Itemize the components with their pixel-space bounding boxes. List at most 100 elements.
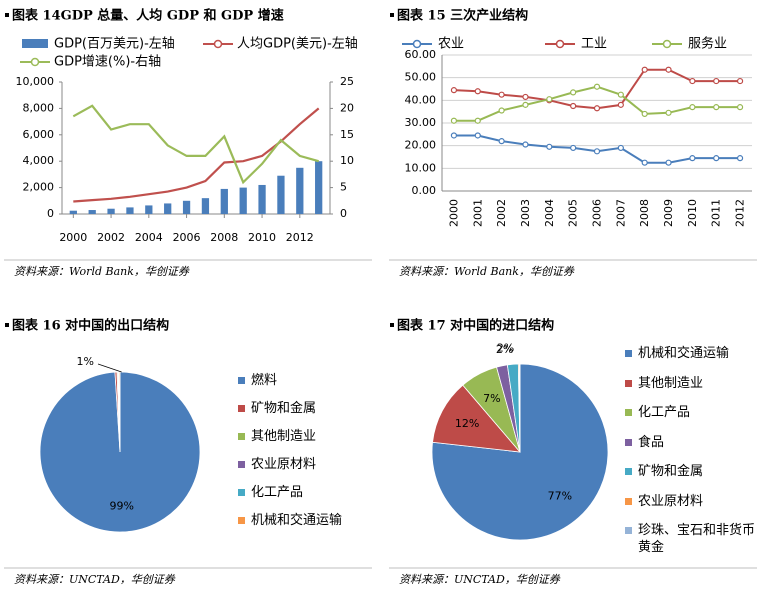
legend-label: 燃料 — [251, 373, 278, 388]
point — [474, 117, 481, 124]
legend-item: 机械和交通运输 — [625, 345, 756, 362]
legend-item: 农业原材料 — [238, 456, 369, 473]
bar — [69, 210, 77, 214]
y-tick-label: 4,000 — [23, 154, 55, 167]
point — [450, 132, 458, 139]
point — [617, 91, 624, 98]
point — [713, 155, 720, 162]
legend-label: 化工产品 — [251, 485, 304, 500]
legend-swatch — [625, 438, 632, 446]
point — [593, 83, 601, 90]
data-label: 7% — [483, 392, 500, 405]
point — [641, 66, 648, 73]
point — [522, 141, 529, 148]
y2-tick-label: 5 — [340, 181, 347, 194]
x-tick-label: 2012 — [734, 199, 747, 227]
point — [713, 77, 720, 85]
data-label: 2% — [496, 343, 513, 356]
x-tick-label: 2004 — [543, 199, 556, 227]
point — [498, 91, 505, 98]
x-tick-label: 2010 — [248, 231, 276, 244]
x-tick-label: 2009 — [662, 199, 675, 227]
pie-slice — [118, 371, 121, 453]
x-tick-label: 2002 — [495, 199, 508, 227]
legend-swatch — [625, 379, 632, 387]
title-bullet — [390, 13, 394, 17]
bar — [239, 187, 247, 214]
y2-tick-label: 0 — [340, 207, 347, 220]
legend-label: 矿物和金属 — [638, 464, 704, 479]
point — [665, 109, 672, 116]
pie-slice — [432, 384, 521, 453]
point — [570, 144, 577, 152]
source-note: 资料来源：World Bank，华创证券 — [399, 265, 575, 278]
legend-swatch — [238, 517, 245, 524]
legend-swatch — [625, 350, 632, 357]
legend-swatch — [625, 497, 632, 505]
leader-line — [97, 363, 122, 373]
chart-title: 图表 14GDP 总量、人均 GDP 和 GDP 增速 — [12, 8, 284, 24]
y2-tick-label: 15 — [340, 128, 354, 141]
y-tick-label: 0.00 — [412, 184, 437, 197]
legend-label: 农业原材料 — [638, 493, 704, 509]
point — [689, 77, 696, 85]
line — [453, 85, 741, 122]
point — [736, 104, 744, 111]
point — [522, 101, 529, 108]
point — [665, 66, 672, 73]
legend-item: 其他制造业 — [238, 428, 369, 445]
legend-swatch — [238, 489, 245, 496]
legend-item: 机械和交通运输 — [238, 512, 369, 529]
bar — [258, 184, 266, 214]
legend-marker — [555, 39, 565, 49]
legend-label: 服务业 — [688, 36, 727, 52]
y-tick-label: 10,000 — [16, 75, 55, 88]
title-bullet — [5, 13, 9, 17]
point — [474, 88, 481, 95]
legend-label: 其他制造业 — [638, 375, 704, 391]
source-note: 资料来源：UNCTAD，华创证券 — [399, 573, 561, 586]
y-tick-label: 60.00 — [405, 48, 437, 61]
legend-swatch — [238, 377, 245, 384]
point — [617, 101, 624, 108]
data-label: 77% — [548, 490, 572, 503]
legend-label: 机械和交通运输 — [251, 513, 343, 528]
x-tick-label: 2005 — [567, 199, 580, 227]
y-tick-label: 30.00 — [405, 116, 437, 129]
x-tick-label: 2010 — [686, 199, 699, 227]
point — [546, 96, 553, 103]
point — [450, 117, 458, 124]
legend-label: GDP增速(%)-右轴 — [54, 55, 161, 70]
legend-item: 燃料 — [238, 372, 369, 389]
y-tick-label: 0 — [47, 207, 54, 220]
point — [593, 148, 601, 155]
legend-marker — [662, 39, 672, 49]
chart-title: 图表 17 对中国的进口结构 — [397, 318, 554, 334]
bar — [315, 161, 323, 214]
legend-label: 人均GDP(美元)-左轴 — [237, 37, 358, 52]
legend-label: 工业 — [581, 37, 607, 52]
x-tick-label: 2001 — [471, 199, 484, 227]
bar — [220, 188, 228, 214]
point — [498, 138, 505, 145]
legend-label: 食品 — [638, 434, 665, 450]
legend-swatch — [625, 409, 632, 416]
x-tick-label: 2006 — [173, 231, 201, 244]
source-note: 资料来源：World Bank，华创证券 — [14, 265, 190, 278]
point — [665, 159, 672, 166]
data-label: 99% — [109, 499, 133, 512]
legend-swatch — [625, 527, 632, 534]
legend-swatch — [22, 39, 48, 48]
bar — [107, 208, 115, 214]
y2-tick-label: 10 — [340, 154, 354, 167]
x-tick-label: 2002 — [97, 231, 125, 244]
chart-title: 图表 15 三次产业结构 — [397, 8, 528, 24]
legend-swatch — [238, 405, 245, 412]
legend-marker — [30, 57, 40, 67]
y-tick-label: 6,000 — [23, 128, 55, 141]
x-tick-label: 2012 — [286, 231, 314, 244]
bar — [164, 203, 172, 214]
legend-swatch — [238, 433, 245, 440]
point — [570, 102, 577, 110]
